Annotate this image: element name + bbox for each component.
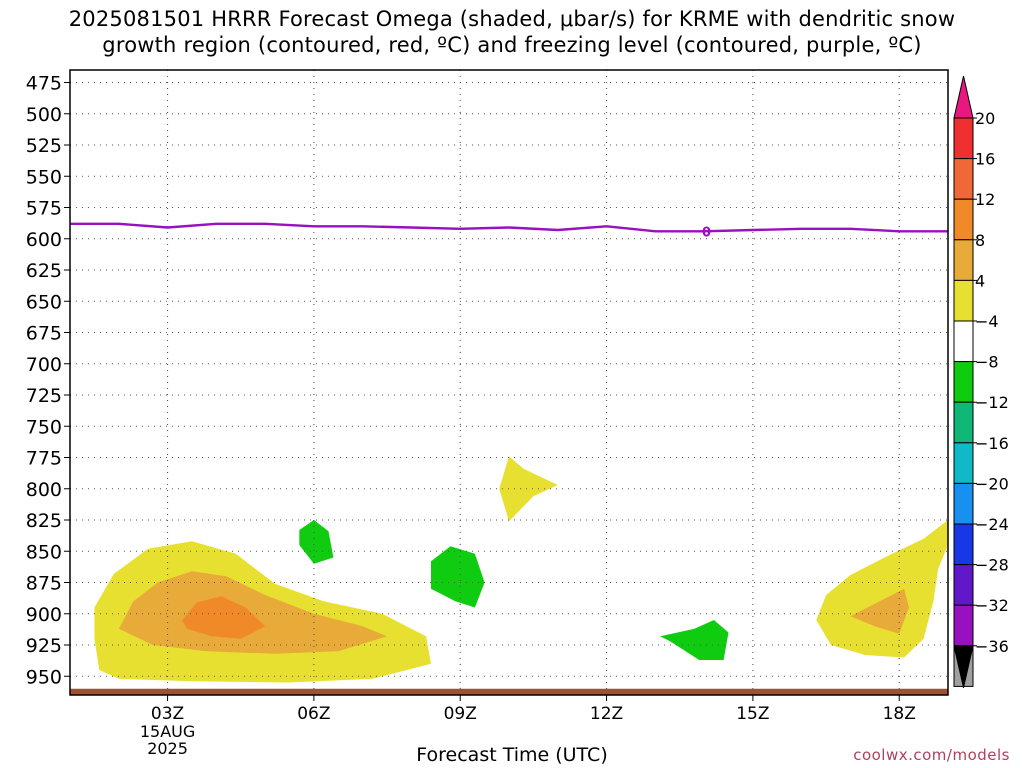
colorbar-swatch-8 bbox=[953, 401, 974, 444]
colorbar-swatch-9 bbox=[953, 442, 974, 484]
colorbar-top-arrow bbox=[953, 75, 974, 119]
site-credit[interactable]: coolwx.com/models bbox=[853, 746, 1010, 764]
y-tick-label-600: 600 bbox=[26, 229, 62, 251]
colorbar-label-14: −36 bbox=[975, 637, 1009, 656]
colorbar-swatch-3 bbox=[953, 198, 974, 241]
colorbar-swatch-12 bbox=[953, 564, 974, 606]
colorbar-swatch-2 bbox=[953, 158, 974, 200]
x-tick-label-03Z: 03Z bbox=[151, 704, 184, 724]
omega-region-9 bbox=[660, 620, 729, 660]
colorbar-label-2: 16 bbox=[975, 150, 995, 169]
colorbar-swatch-7 bbox=[953, 361, 974, 403]
colorbar-swatch-6 bbox=[953, 320, 974, 363]
omega-region-3 bbox=[182, 596, 266, 639]
colorbar-swatch-5 bbox=[953, 279, 974, 322]
freezing-level-line bbox=[70, 222, 948, 233]
y-tick-label-825: 825 bbox=[26, 510, 62, 532]
colorbar-bottom-arrow bbox=[953, 645, 974, 688]
y-tick-label-725: 725 bbox=[26, 385, 62, 407]
omega-region-8 bbox=[431, 546, 485, 608]
plot-frame bbox=[69, 69, 949, 696]
colorbar-swatch-13 bbox=[953, 604, 974, 647]
chart-title-line1: 2025081501 HRRR Forecast Omega (shaded, … bbox=[68, 7, 956, 31]
colorbar-label-12: −28 bbox=[975, 556, 1009, 575]
colorbar-swatch-4 bbox=[953, 239, 974, 281]
colorbar-label-3: 12 bbox=[975, 190, 995, 209]
x-tick-label-06Z: 06Z bbox=[297, 704, 330, 724]
y-tick-label-650: 650 bbox=[26, 291, 62, 313]
colorbar-label-9: −16 bbox=[975, 434, 1009, 453]
y-tick-label-925: 925 bbox=[26, 635, 62, 657]
colorbar-label-4: 8 bbox=[975, 231, 985, 250]
y-tick-label-950: 950 bbox=[26, 666, 62, 688]
colorbar-swatch-1 bbox=[953, 117, 974, 160]
chart-title-line2: growth region (contoured, red, ºC) and f… bbox=[102, 33, 922, 57]
colorbar-label-8: −12 bbox=[975, 393, 1009, 412]
colorbar-label-6: −4 bbox=[975, 312, 999, 331]
omega-region-4 bbox=[499, 456, 558, 522]
freezing-level-label: 0 bbox=[702, 225, 711, 240]
y-tick-label-700: 700 bbox=[26, 354, 62, 376]
y-tick-label-475: 475 bbox=[26, 73, 62, 95]
x-tick-label-12Z: 12Z bbox=[590, 704, 623, 724]
y-tick-label-900: 900 bbox=[26, 604, 62, 626]
y-tick-label-575: 575 bbox=[26, 198, 62, 220]
y-tick-label-550: 550 bbox=[26, 166, 62, 188]
omega-region-5 bbox=[816, 520, 948, 658]
y-tick-label-625: 625 bbox=[26, 260, 62, 282]
colorbar-swatch-11 bbox=[953, 523, 974, 566]
x-date-label-1: 15AUG bbox=[140, 722, 195, 741]
y-tick-label-800: 800 bbox=[26, 479, 62, 501]
colorbar-label-10: −20 bbox=[975, 474, 1009, 493]
omega-region-2 bbox=[118, 571, 388, 654]
colorbar-swatch-10 bbox=[953, 482, 974, 525]
colorbar-label-7: −8 bbox=[975, 353, 999, 372]
colorbar-label-11: −24 bbox=[975, 515, 1009, 534]
x-tick-label-18Z: 18Z bbox=[883, 704, 916, 724]
x-axis-title: Forecast Time (UTC) bbox=[416, 744, 608, 766]
x-tick-label-15Z: 15Z bbox=[736, 704, 769, 724]
y-tick-label-500: 500 bbox=[26, 104, 62, 126]
chart-title: 2025081501 HRRR Forecast Omega (shaded, … bbox=[0, 6, 1024, 58]
omega-region-6 bbox=[850, 588, 909, 634]
x-date-label-2: 2025 bbox=[147, 739, 188, 758]
x-tick-label-09Z: 09Z bbox=[444, 704, 477, 724]
terrain-band bbox=[70, 688, 948, 695]
colorbar-label-1: 20 bbox=[975, 109, 995, 128]
y-tick-label-525: 525 bbox=[26, 135, 62, 157]
colorbar-label-13: −32 bbox=[975, 596, 1009, 615]
y-tick-label-750: 750 bbox=[26, 416, 62, 438]
colorbar-label-5: 4 bbox=[975, 271, 985, 290]
y-tick-label-875: 875 bbox=[26, 573, 62, 595]
y-tick-label-775: 775 bbox=[26, 448, 62, 470]
y-tick-label-675: 675 bbox=[26, 323, 62, 345]
omega-region-7 bbox=[299, 520, 334, 564]
y-tick-label-850: 850 bbox=[26, 541, 62, 563]
